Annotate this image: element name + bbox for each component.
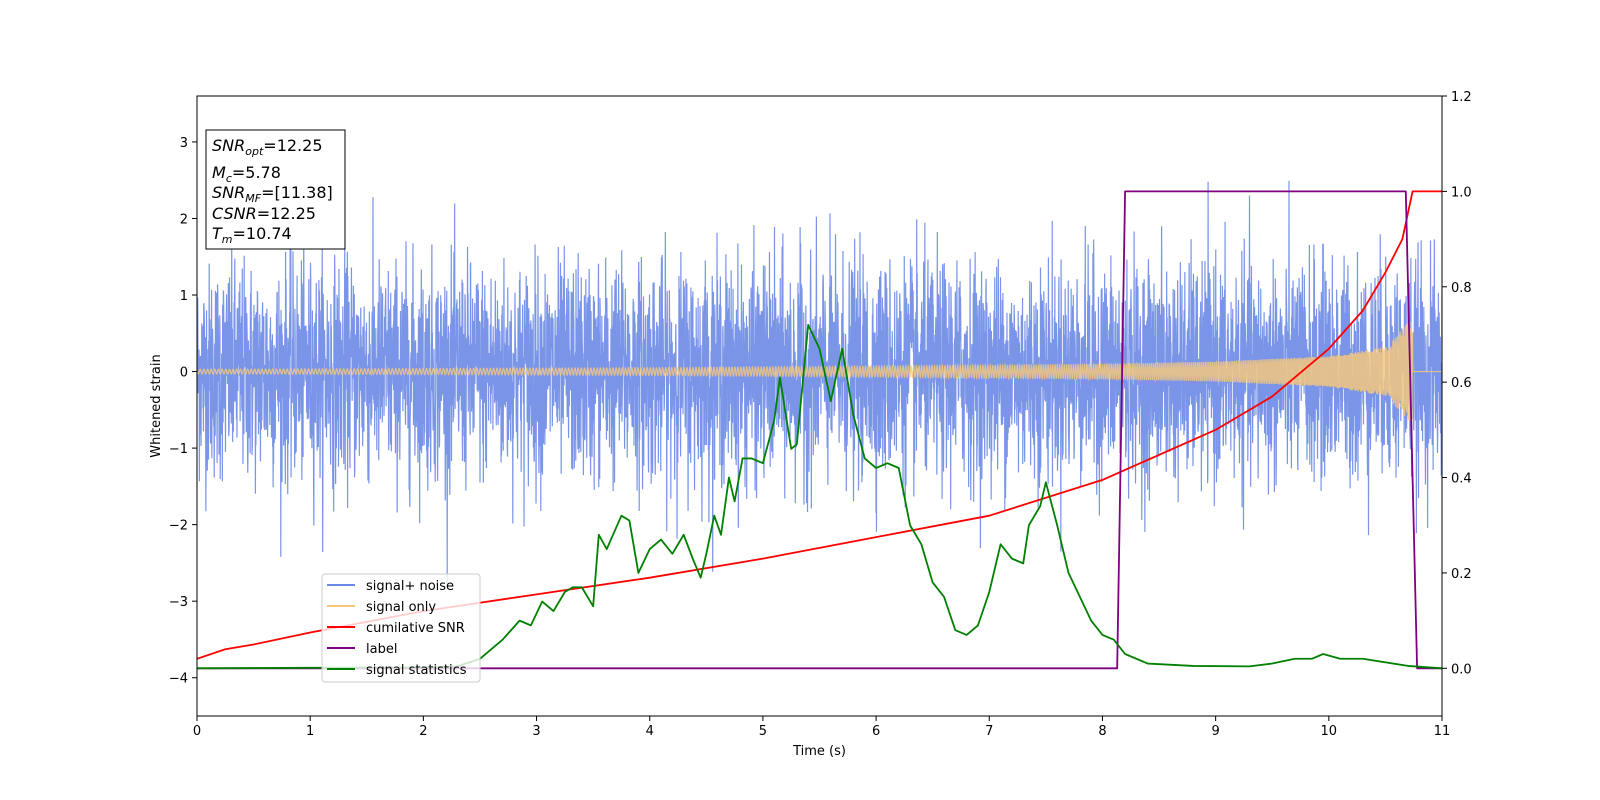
info-box-frame bbox=[205, 129, 346, 250]
series-signal-statistics-line bbox=[197, 324, 1442, 670]
y-tick-label: −4 bbox=[169, 672, 188, 687]
legend-label-signal-noise: signal+ noise bbox=[366, 579, 454, 594]
x-tick-label: 4 bbox=[646, 724, 654, 739]
info-snr-mf: SNRMF=[11.38] bbox=[212, 183, 333, 205]
legend-label-signal-statistics: signal statistics bbox=[366, 663, 467, 678]
y-tick-label: 3 bbox=[180, 136, 188, 151]
x-tick-label: 2 bbox=[419, 724, 427, 739]
y-tick-label: 2 bbox=[180, 212, 188, 227]
legend-label-signal-only: signal only bbox=[366, 600, 436, 615]
info-mc: Mc=5.78 bbox=[212, 163, 281, 185]
y2-tick-label: 0.0 bbox=[1451, 662, 1472, 677]
axes-layer: 0 1 2 3 4 5 6 7 8 9 10 11 −4 −3 −2 −1 0 1 2 3 0.0 0.2 0.4 0.6 0.… bbox=[169, 90, 1472, 739]
y-tick-label: 0 bbox=[180, 366, 188, 381]
x-tick-label: 1 bbox=[306, 724, 314, 739]
x-tick-label: 3 bbox=[532, 724, 540, 739]
x-tick-label: 7 bbox=[985, 724, 993, 739]
y-tick-label: −3 bbox=[169, 595, 188, 610]
y2-tick-label: 1.0 bbox=[1451, 185, 1472, 200]
x-tick-label: 9 bbox=[1211, 724, 1219, 739]
y2-tick-label: 1.2 bbox=[1451, 90, 1472, 105]
x-tick-label: 0 bbox=[193, 724, 201, 739]
x-tick-label: 5 bbox=[759, 724, 767, 739]
y-tick-label: −1 bbox=[169, 442, 188, 457]
series-label-line bbox=[197, 190, 1442, 670]
info-tm: Tm=10.74 bbox=[212, 224, 292, 246]
info-box: SNRopt=12.25 Mc=5.78 SNRMF=[11.38] CSNR=… bbox=[205, 129, 346, 250]
x-axis-label: Time (s) bbox=[792, 744, 846, 759]
y2-tick-label: 0.2 bbox=[1451, 567, 1472, 582]
series-signal-only-line bbox=[197, 321, 1442, 424]
y-tick-label: −2 bbox=[169, 519, 188, 534]
y-tick-label: 1 bbox=[180, 289, 188, 304]
x-tick-label: 6 bbox=[872, 724, 880, 739]
legend-label-label: label bbox=[366, 642, 397, 657]
info-snr-opt: SNRopt=12.25 bbox=[212, 136, 323, 158]
legend: signal+ noise signal only cumilative SNR… bbox=[321, 573, 481, 683]
x-tick-label: 8 bbox=[1098, 724, 1106, 739]
x-tick-label: 10 bbox=[1321, 724, 1338, 739]
info-csnr: CSNR=12.25 bbox=[212, 204, 316, 223]
y2-tick-label: 0.8 bbox=[1451, 281, 1472, 296]
series-layer bbox=[197, 180, 1442, 670]
y2-tick-label: 0.4 bbox=[1451, 472, 1472, 487]
y2-tick-label: 0.6 bbox=[1451, 376, 1472, 391]
y-axis-label: Whitened strain bbox=[149, 354, 164, 457]
legend-label-cumulative-snr: cumilative SNR bbox=[366, 621, 465, 636]
legend-frame bbox=[321, 573, 481, 683]
x-tick-label: 11 bbox=[1434, 724, 1451, 739]
plot-frame bbox=[196, 95, 1443, 717]
series-cumulative-snr-line bbox=[197, 190, 1442, 660]
